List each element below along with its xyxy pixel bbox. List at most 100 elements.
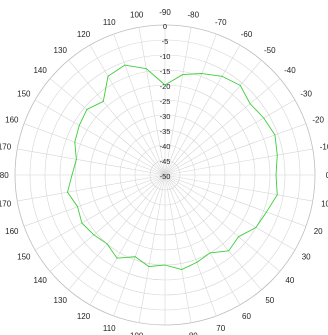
grid-spoke-26 (17, 174, 166, 202)
angle-tick-label: -60 (241, 30, 253, 39)
data-point (274, 134, 276, 136)
data-point (93, 234, 95, 236)
angle-tick-label: 20 (314, 227, 323, 236)
grid-spoke-7 (164, 123, 307, 176)
data-point (249, 103, 251, 105)
angle-tick-label: -70 (215, 18, 227, 27)
angle-tick-label: 160 (5, 227, 19, 236)
data-point (124, 64, 126, 66)
angle-tick-label: 30 (302, 253, 311, 262)
series-traces (67, 64, 278, 271)
angle-tick-label: 170 (0, 199, 12, 208)
angle-tick-label: 140 (33, 66, 47, 75)
angle-tick-label: 10 (321, 199, 328, 208)
data-point (276, 194, 278, 196)
data-point (275, 174, 277, 176)
grid-spoke-25 (23, 174, 166, 227)
data-point (228, 250, 230, 252)
data-point (106, 243, 108, 245)
data-point (71, 174, 73, 176)
angle-tick-label: 50 (265, 296, 274, 305)
radial-tick-label: -30 (160, 112, 171, 121)
radial-tick-label: -20 (160, 82, 171, 91)
angle-tick-label: -90 (159, 8, 171, 17)
data-point (102, 100, 104, 102)
grid-spoke-24 (34, 174, 166, 251)
grid-spoke-34 (113, 33, 166, 176)
grid-spoke-14 (164, 174, 262, 291)
data-point (221, 75, 223, 77)
grid-spoke-4 (164, 59, 262, 176)
angle-tick-labels: -90 -80 -70 -60 -50 -40 -30 -20 -10 0 10 20 30 40 50 60… (0, 8, 328, 335)
radial-tick-labels: 0 -5 -10 -15 -20 -25 -30 -35 -40 -45 -50 (160, 22, 171, 181)
grid-spoke-20 (113, 174, 166, 317)
data-point (263, 117, 265, 119)
angle-tick-label: -30 (300, 90, 312, 99)
radial-tick-label: -25 (160, 97, 171, 106)
grid-spoke-33 (89, 44, 166, 176)
angle-tick-label: 170 (0, 143, 12, 152)
grid-spoke-22 (68, 174, 166, 291)
grid-spoke-10 (164, 174, 313, 202)
grid-spoke-2 (164, 33, 217, 176)
angle-tick-label: 120 (77, 30, 91, 39)
radial-tick-label: -45 (160, 157, 171, 166)
data-point (81, 222, 83, 224)
grid-spoke-8 (164, 148, 313, 176)
data-point (134, 256, 136, 258)
angle-tick-label: -80 (188, 10, 200, 19)
grid-spoke-1 (164, 27, 192, 176)
angle-tick-label: 130 (54, 46, 68, 55)
grid-spoke-16 (164, 174, 217, 317)
data-point (74, 141, 76, 143)
data-point (148, 266, 150, 268)
angle-tick-label: 0 (326, 171, 328, 180)
data-point (196, 261, 198, 263)
grid-spoke-13 (164, 174, 281, 272)
angle-tick-label: 140 (33, 276, 47, 285)
angle-tick-label: 60 (242, 312, 251, 321)
angle-tick-label: -40 (284, 66, 296, 75)
radial-tick-label: -15 (160, 67, 171, 76)
angle-tick-label: -20 (312, 115, 324, 124)
data-point (182, 74, 184, 76)
angle-tick-label: 110 (103, 324, 116, 333)
radial-tick-label: -40 (160, 142, 171, 151)
grid-spoke-5 (164, 78, 281, 176)
grid-spoke-11 (164, 174, 307, 227)
data-point (265, 211, 267, 213)
angle-tick-label: 110 (103, 18, 116, 27)
data-point (116, 257, 118, 259)
series-line (67, 64, 278, 270)
radial-tick-label: -35 (160, 127, 171, 136)
grid-spoke-30 (34, 99, 166, 176)
radial-tick-label: -5 (162, 37, 169, 46)
data-point (181, 269, 183, 271)
data-point (239, 84, 241, 86)
grid-spoke-15 (164, 174, 241, 306)
grid-spoke-3 (164, 44, 241, 176)
angle-tick-label: 100 (130, 332, 144, 335)
angle-tick-label: -50 (264, 46, 276, 55)
angle-tick-label: 120 (77, 312, 91, 321)
angle-tick-label: 40 (285, 276, 294, 285)
angle-tick-label: -10 (320, 143, 328, 152)
angle-tick-label: 70 (216, 324, 225, 333)
data-point (209, 252, 211, 254)
angle-tick-label: 130 (54, 296, 68, 305)
angle-tick-label: 150 (17, 90, 31, 99)
data-point (276, 154, 278, 156)
grid-spoke-28 (17, 148, 166, 176)
angle-tick-label: 180 (0, 171, 9, 180)
angle-tick-label: 150 (17, 253, 31, 262)
grid-spoke-12 (164, 174, 296, 251)
data-point (86, 108, 88, 110)
data-point (201, 73, 203, 75)
data-point (164, 264, 166, 266)
grid-spoke-29 (23, 123, 166, 176)
data-point (107, 75, 109, 77)
grid-spoke-17 (164, 174, 192, 323)
grid-spoke-32 (68, 59, 166, 176)
